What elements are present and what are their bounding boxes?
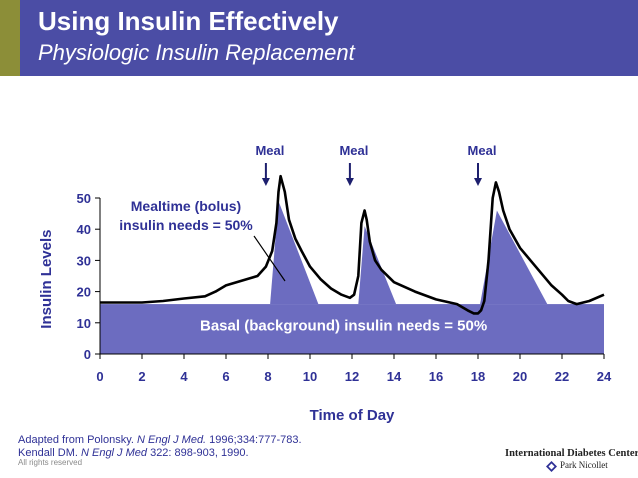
x-tick-label-12: 12	[345, 369, 359, 384]
slide-title: Using Insulin Effectively	[38, 6, 339, 36]
meal-label-1: Meal	[255, 143, 284, 158]
reference-2-prefix: Kendall DM.	[18, 447, 81, 459]
reference-2-suffix: 322: 898-903, 1990.	[147, 447, 249, 459]
x-tick-label-2: 2	[138, 369, 145, 384]
org-sub-name: Park Nicollet	[560, 460, 608, 470]
meal-label-2: Meal	[339, 143, 368, 158]
y-axis-title: Insulin Levels	[38, 230, 55, 329]
reference-1-journal: N Engl J Med.	[137, 434, 207, 446]
x-tick-label-16: 16	[429, 369, 443, 384]
bolus-label-line-1: Mealtime (bolus)	[131, 198, 241, 214]
x-tick-label-4: 4	[180, 369, 188, 384]
x-axis-title: Time of Day	[310, 407, 395, 424]
basal-label: Basal (background) insulin needs = 50%	[200, 317, 487, 334]
bolus-peak-3	[480, 210, 548, 305]
fill-layer	[100, 201, 604, 354]
bolus-peak-1	[270, 201, 319, 305]
reference-1: Adapted from Polonsky. N Engl J Med. 199…	[18, 434, 302, 446]
x-tick-label-14: 14	[387, 369, 402, 384]
bolus-label-line-2: insulin needs = 50%	[119, 217, 253, 233]
label-layer: Meal Meal Meal Mealtime (bolus) insulin need…	[119, 143, 496, 334]
basal-area	[100, 304, 604, 354]
y-tick-label-0: 0	[84, 347, 91, 362]
insulin-level-curve	[100, 174, 605, 315]
meal-arrow-head-3	[474, 178, 482, 186]
x-tick-label-6: 6	[222, 369, 229, 384]
y-tick-label-50: 50	[77, 191, 91, 206]
reference-1-prefix: Adapted from Polonsky.	[18, 434, 138, 446]
title-accent-bar	[0, 0, 20, 76]
meal-arrow-head-2	[345, 178, 354, 186]
bolus-label-pointer	[253, 235, 286, 282]
reference-2-journal: N Engl J Med	[80, 447, 148, 459]
rights-notice: All rights reserved	[18, 458, 83, 467]
reference-1-suffix: 1996;334:777-783.	[206, 434, 302, 446]
x-tick-label-24: 24	[597, 369, 612, 384]
x-tick-label-18: 18	[471, 369, 485, 384]
x-tick-label-0: 0	[96, 369, 103, 384]
org-name: International Diabetes Center	[505, 448, 638, 459]
title-bar: Using Insulin Effectively Physiologic In…	[0, 0, 638, 76]
x-tick-label-8: 8	[264, 369, 271, 384]
meal-arrow-head-1	[261, 178, 270, 186]
slide-subtitle: Physiologic Insulin Replacement	[38, 40, 355, 65]
reference-2: Kendall DM. N Engl J Med 322: 898-903, 1…	[18, 447, 249, 459]
y-tick-label-20: 20	[77, 285, 91, 300]
y-tick-label-40: 40	[77, 222, 91, 237]
x-tick-label-20: 20	[513, 369, 527, 384]
y-tick-label-30: 30	[77, 253, 91, 268]
meal-label-3: Meal	[468, 143, 497, 158]
x-tick-label-10: 10	[303, 369, 317, 384]
y-tick-label-10: 10	[77, 316, 91, 331]
x-tick-label-22: 22	[555, 369, 569, 384]
park-nicollet-icon	[546, 461, 557, 472]
